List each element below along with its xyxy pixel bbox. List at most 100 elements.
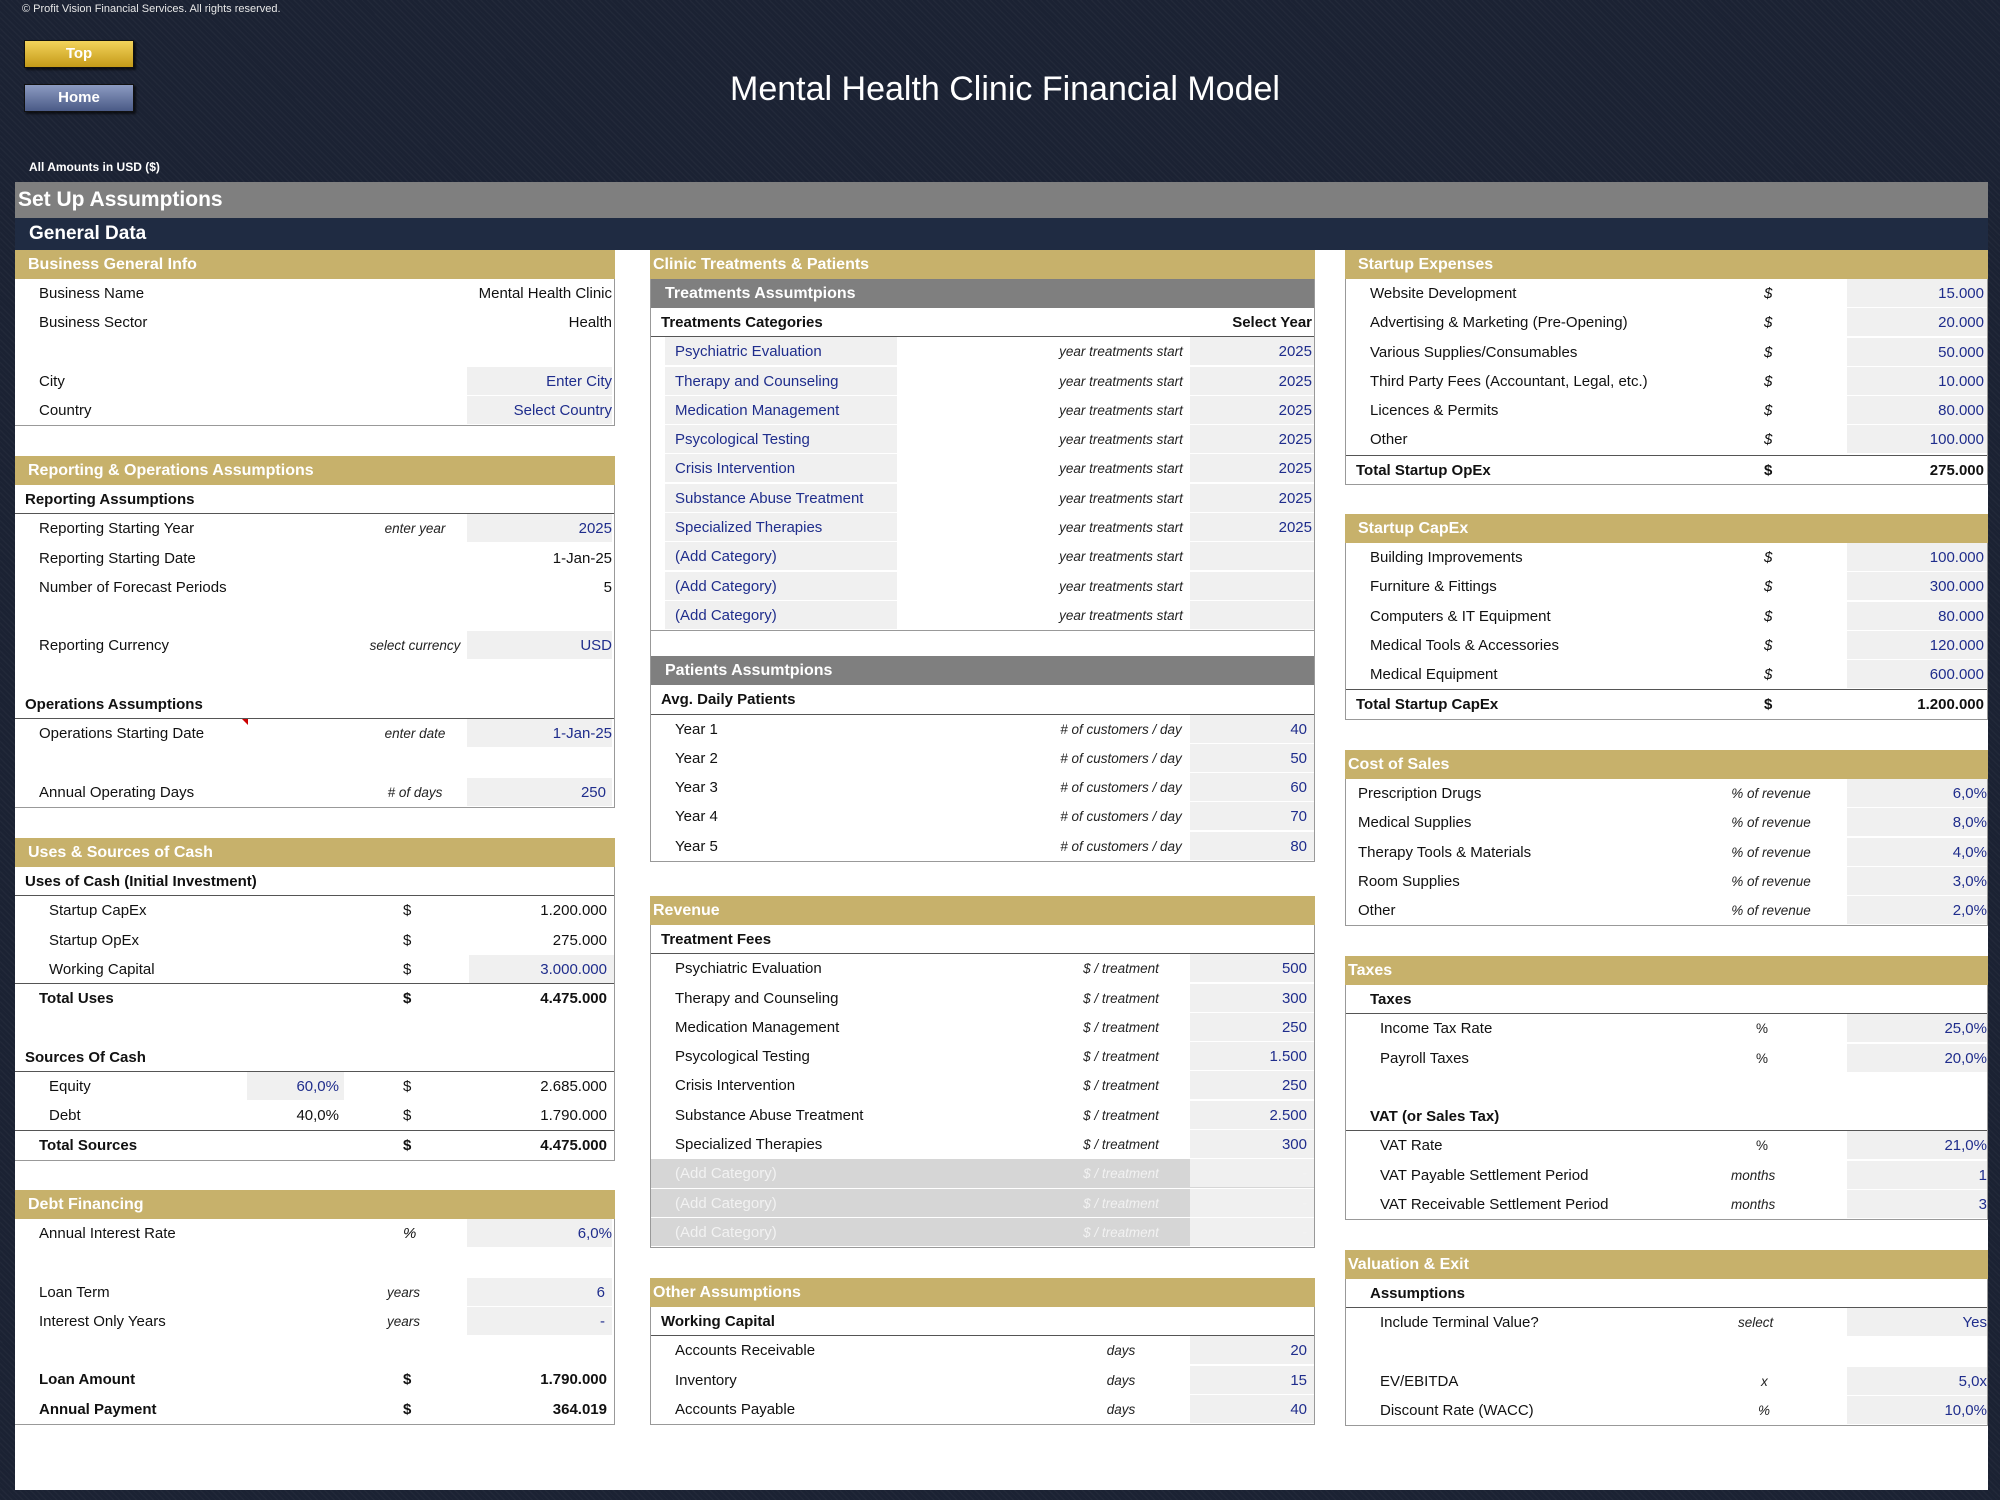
treatment-fee-input[interactable]: 300 [1190,983,1314,1012]
op-days-input[interactable]: 250 [467,777,612,806]
treatment-category-input[interactable]: Medication Management [665,395,897,424]
patients-input[interactable]: 40 [1190,714,1314,743]
payroll-tax-label: Payroll Taxes [1380,1049,1469,1067]
expense-value-input[interactable]: 50.000 [1847,337,1987,366]
top-button[interactable]: Top [24,40,134,68]
ops-date-input[interactable]: 1-Jan-25 [467,719,612,748]
working-capital-input[interactable]: 3.000.000 [469,954,614,983]
unit-label: % of revenue [1731,873,1811,889]
treatment-year-input[interactable] [1190,571,1314,600]
treatment-fee-input[interactable]: 1.500 [1190,1042,1314,1071]
table-row: Accounts Payable days 40 [651,1394,1314,1425]
treatment-fee-input[interactable]: 300 [1190,1130,1314,1159]
unit-label: $ [403,931,412,949]
payroll-tax-input[interactable]: 20,0% [1847,1043,1987,1072]
taxes-sub-header: Taxes [1370,991,1412,1008]
expense-value-input[interactable]: 100.000 [1847,425,1987,454]
treatment-year-input[interactable]: 2025 [1190,366,1314,395]
expense-value-input[interactable]: 20.000 [1847,308,1987,337]
table-row: Medical Equipment $600.000 [1346,660,1987,690]
vat-payable-input[interactable]: 1 [1847,1160,1987,1189]
treatment-category-input[interactable]: Crisis Intervention [665,454,897,483]
vat-rate-input[interactable]: 21,0% [1847,1131,1987,1160]
table-row: Substance Abuse Treatment year treatments… [651,483,1314,514]
interest-only-input[interactable]: - [467,1306,612,1335]
total-capex-label: Total Startup CapEx [1356,696,1499,714]
treatment-category-input[interactable]: (Add Category) [665,571,897,600]
wc-days-input[interactable]: 40 [1190,1394,1314,1423]
reporting-section: Reporting & Operations Assumptions Repor… [15,456,615,809]
cos-pct-input[interactable]: 6,0% [1847,779,1987,807]
capex-value-input[interactable]: 120.000 [1847,630,1987,659]
treatment-category-input[interactable]: (Add Category) [665,542,897,571]
treatment-year-input[interactable]: 2025 [1190,454,1314,483]
start-year-input[interactable]: 2025 [467,514,612,543]
treatment-category-input[interactable]: Psychiatric Evaluation [665,337,897,366]
currency-select[interactable]: USD [467,631,612,660]
comment-marker-icon [242,719,248,726]
business-sector-value[interactable]: Health [568,314,612,332]
total-opex-value: 275.000 [1929,461,1984,479]
table-row: Psychiatric Evaluation $ / treatment 500 [651,954,1314,984]
table-row: (Add Category) $ / treatment - [651,1159,1314,1189]
table-row: Specialized Therapies $ / treatment 300 [651,1130,1314,1160]
loan-term-input[interactable]: 6 [467,1277,612,1306]
expense-value-input[interactable]: 80.000 [1847,396,1987,425]
treatment-year-input[interactable]: 2025 [1190,513,1314,542]
cos-pct-input[interactable]: 2,0% [1847,896,1987,925]
patients-input[interactable]: 50 [1190,743,1314,772]
treatment-fee-input[interactable]: - [1190,1188,1314,1217]
revenue-item-label: Specialized Therapies [675,1136,823,1154]
income-tax-label: Income Tax Rate [1380,1020,1493,1038]
patients-input[interactable]: 60 [1190,773,1314,802]
treatment-year-input[interactable]: 2025 [1190,483,1314,512]
debt-pct-value: 40,0% [296,1107,339,1125]
wc-days-input[interactable]: 20 [1190,1336,1314,1365]
patients-input[interactable]: 70 [1190,802,1314,831]
treatment-fee-input[interactable]: 2.500 [1190,1100,1314,1129]
cos-pct-input[interactable]: 8,0% [1847,808,1987,837]
ev-ebitda-input[interactable]: 5,0x [1847,1366,1987,1395]
table-row: Medical Tools & Accessories $120.000 [1346,630,1987,661]
treatment-fee-input[interactable]: 250 [1190,1071,1314,1100]
terminal-value-select[interactable]: Yes [1847,1308,1987,1337]
unit-label: year treatments start [1059,549,1183,565]
treatment-category-input[interactable]: Specialized Therapies [665,513,897,542]
capex-value-input[interactable]: 80.000 [1847,601,1987,630]
treatment-category-input[interactable]: Substance Abuse Treatment [665,483,897,512]
cos-pct-input[interactable]: 4,0% [1847,837,1987,866]
cos-pct-input[interactable]: 3,0% [1847,866,1987,895]
unit-label: $ [1764,696,1773,714]
treatment-year-input[interactable] [1190,600,1314,629]
treatment-fee-input[interactable]: - [1190,1217,1314,1246]
home-button[interactable]: Home [24,84,134,112]
wc-days-input[interactable]: 15 [1190,1365,1314,1394]
wacc-input[interactable]: 10,0% [1847,1396,1987,1425]
country-select[interactable]: Select Country [467,396,612,425]
treatment-category-input[interactable]: Psycological Testing [665,425,897,454]
vat-receivable-input[interactable]: 3 [1847,1190,1987,1219]
table-row: Therapy Tools & Materials % of revenue 4,0… [1346,837,1987,867]
capex-value-input[interactable]: 300.000 [1847,572,1987,601]
expense-value-input[interactable]: 10.000 [1847,366,1987,395]
interest-rate-input[interactable]: 6,0% [467,1219,612,1247]
treatment-year-input[interactable] [1190,542,1314,571]
treatment-year-input[interactable]: 2025 [1190,337,1314,366]
treatment-year-input[interactable]: 2025 [1190,425,1314,454]
expense-value-input[interactable]: 15.000 [1847,279,1987,307]
treatment-fee-input[interactable]: 500 [1190,954,1314,983]
treatment-year-input[interactable]: 2025 [1190,395,1314,424]
capex-value-input[interactable]: 600.000 [1847,660,1987,689]
unit-label: $ / treatment [1083,1019,1159,1035]
treatment-category-input[interactable]: Therapy and Counseling [665,366,897,395]
city-input[interactable]: Enter City [467,366,612,395]
income-tax-input[interactable]: 25,0% [1847,1014,1987,1043]
capex-value-input[interactable]: 100.000 [1847,543,1987,571]
business-name-value[interactable]: Mental Health Clinic [478,285,612,302]
treatment-fee-input[interactable]: 250 [1190,1012,1314,1041]
unit-label: # of days [387,784,443,800]
treatment-category-input[interactable]: (Add Category) [665,600,897,629]
treatment-fee-input[interactable]: - [1190,1159,1314,1188]
patients-input[interactable]: 80 [1190,831,1314,860]
equity-pct-input[interactable]: 60,0% [247,1072,344,1101]
